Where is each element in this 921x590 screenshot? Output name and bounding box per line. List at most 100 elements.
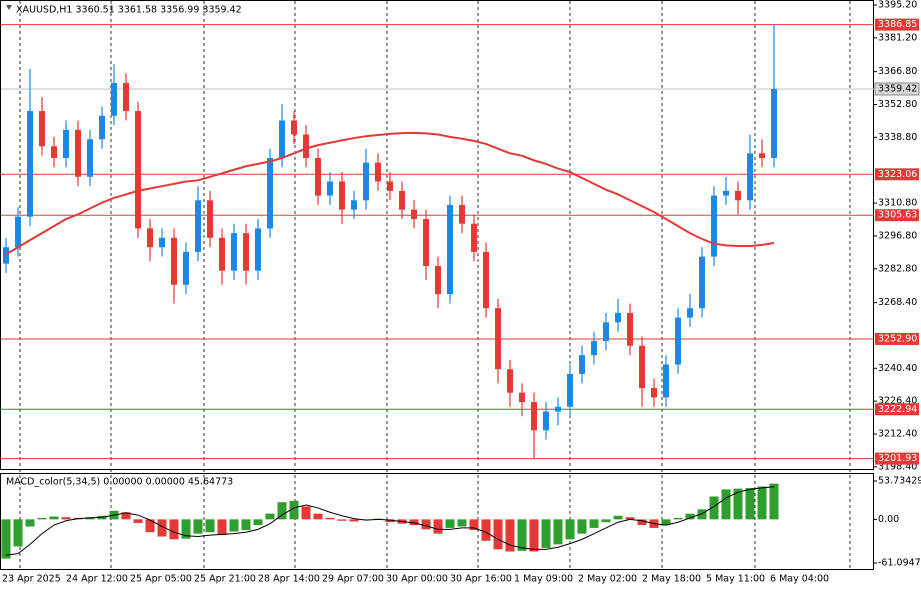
y-tick-label: 3198.40 xyxy=(878,461,917,472)
level-label-box xyxy=(875,168,919,181)
level-label: 3386.85 xyxy=(878,19,917,30)
y-tick-label: 3352.80 xyxy=(878,99,917,110)
candle-body xyxy=(219,237,225,271)
candle-body xyxy=(519,392,525,403)
candle-body xyxy=(255,228,261,271)
macd-bar xyxy=(205,519,215,533)
macd-bar xyxy=(193,519,203,534)
y-tick-label: 3310.80 xyxy=(878,198,917,209)
x-tick-label: 1 May 09:00 xyxy=(514,574,573,585)
y-tick-label: 3296.80 xyxy=(878,230,917,241)
candle-body xyxy=(411,209,417,220)
x-tick-label: 29 Apr 07:00 xyxy=(322,574,384,585)
candle-body xyxy=(195,200,201,252)
candle-body xyxy=(231,233,237,271)
macd-panel xyxy=(0,473,874,570)
y-tick-label: 3282.80 xyxy=(878,263,917,274)
candle-body xyxy=(159,237,165,248)
candle-body xyxy=(279,120,285,159)
macd-bar xyxy=(517,519,527,551)
macd-bar xyxy=(469,519,479,531)
candle-body xyxy=(39,111,45,147)
macd-bar xyxy=(613,515,623,520)
candle-body xyxy=(567,373,573,407)
x-tick-label: 24 Apr 12:00 xyxy=(66,574,128,585)
x-tick-label: 6 May 04:00 xyxy=(770,574,829,585)
level-label-box xyxy=(875,403,919,416)
candle-body xyxy=(531,402,537,431)
candle-body xyxy=(615,312,621,323)
macd-bar xyxy=(145,519,155,533)
y-tick-label: 3226.40 xyxy=(878,396,917,407)
candle-body xyxy=(555,406,561,412)
candle-body xyxy=(243,233,249,271)
macd-bar xyxy=(37,517,47,520)
y-tick-label: -61.09475 xyxy=(878,557,921,568)
candle-body xyxy=(603,322,609,342)
macd-bar xyxy=(433,519,443,534)
candle-body xyxy=(351,200,357,210)
y-tick-label: 3212.40 xyxy=(878,429,917,440)
macd-bar xyxy=(769,483,779,520)
candle-body xyxy=(51,146,57,159)
macd-bar xyxy=(253,519,263,526)
candle-body xyxy=(639,345,645,389)
macd-bar xyxy=(553,519,563,545)
macd-bar xyxy=(409,519,419,526)
macd-bar xyxy=(493,519,503,550)
candle-body xyxy=(339,181,345,210)
x-tick-label: 23 Apr 2025 xyxy=(2,574,61,585)
candle-body xyxy=(27,111,33,217)
candle-body xyxy=(387,181,393,191)
y-tick-label: 3338.80 xyxy=(878,132,917,143)
y-tick-label: 3395.20 xyxy=(878,0,917,10)
level-label-box xyxy=(875,452,919,465)
level-label: 3222.94 xyxy=(878,404,917,415)
candle-body xyxy=(591,341,597,356)
candle-body xyxy=(699,256,705,309)
candle-body xyxy=(183,251,189,285)
candle-body xyxy=(723,190,729,196)
candle-body xyxy=(507,369,513,393)
macd-bar xyxy=(745,487,755,520)
candle-body xyxy=(363,162,369,201)
macd-bar xyxy=(661,519,671,526)
macd-bar xyxy=(349,519,359,522)
candle-body xyxy=(207,200,213,238)
candle-body xyxy=(459,204,465,224)
macd-signal xyxy=(5,486,775,556)
candle-body xyxy=(627,312,633,346)
macd-bar xyxy=(265,513,275,520)
macd-bar xyxy=(589,519,599,528)
y-tick-label: 3366.80 xyxy=(878,66,917,77)
macd-bar xyxy=(637,519,647,526)
level-label: 3252.90 xyxy=(878,333,917,344)
last-price-label: 3359.42 xyxy=(878,83,917,94)
candle-body xyxy=(759,153,765,159)
candle-body xyxy=(663,364,669,398)
candle-body xyxy=(687,308,693,318)
candle-body xyxy=(135,111,141,229)
level-label-box xyxy=(875,209,919,222)
macd-bar xyxy=(505,519,515,552)
macd-bar xyxy=(133,519,143,523)
candle-body xyxy=(471,223,477,252)
macd-bar xyxy=(325,517,335,520)
macd-bar xyxy=(697,509,707,520)
candle-body xyxy=(315,158,321,196)
candle-body xyxy=(747,153,753,201)
level-label: 3305.63 xyxy=(878,210,917,221)
candle-body xyxy=(267,158,273,229)
macd-bar xyxy=(301,506,311,520)
level-label-box xyxy=(875,18,919,31)
candle-body xyxy=(15,216,21,248)
y-tick-label: 3240.40 xyxy=(878,363,917,374)
candle-body xyxy=(735,190,741,201)
x-tick-label: 25 Apr 21:00 xyxy=(194,574,256,585)
macd-bar xyxy=(577,519,587,534)
macd-bar xyxy=(673,517,683,520)
macd-bar xyxy=(757,486,767,520)
candle-body xyxy=(327,181,333,196)
y-tick-label: 53.73429 xyxy=(878,475,921,486)
